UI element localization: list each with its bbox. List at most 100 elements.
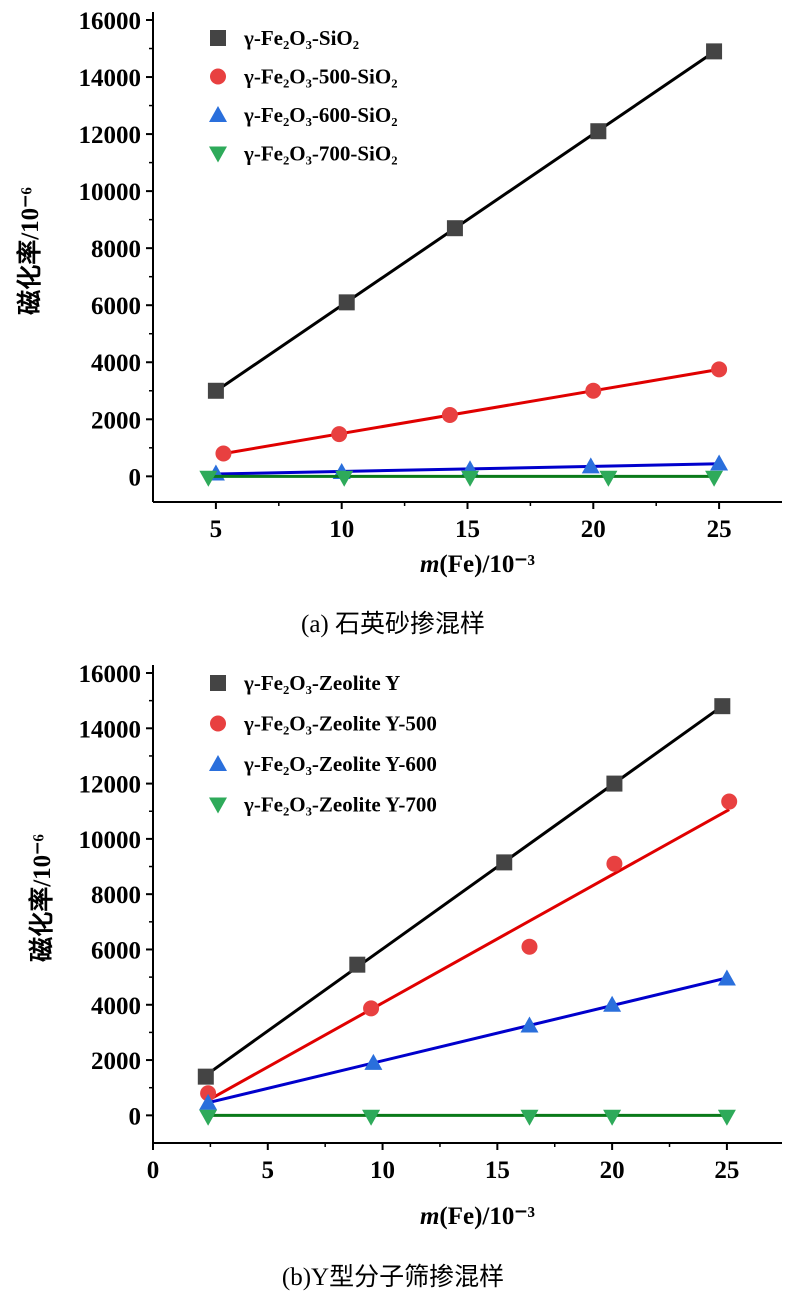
legend-label: γ-Fe₂O₃-SiO₂ (243, 26, 359, 50)
y-tick-label: 2000 (91, 407, 141, 434)
y-tick-label: 0 (129, 1103, 142, 1130)
series-3 (199, 969, 736, 1110)
y-tick-label: 14000 (79, 65, 142, 92)
data-point (705, 470, 724, 487)
data-point (199, 1109, 218, 1126)
x-axis-label: m(Fe)/10⁻³ (420, 551, 535, 578)
legend-label: γ-Fe₂O₃-Zeolite Y-500 (243, 712, 437, 736)
data-point (603, 1109, 622, 1126)
fit-line (207, 976, 728, 1105)
y-tick-label: 6000 (91, 937, 141, 964)
x-tick-label: 20 (600, 1157, 625, 1184)
data-point (606, 855, 623, 872)
data-point (590, 123, 607, 140)
x-tick-label: 15 (455, 516, 480, 543)
y-tick-label: 12000 (79, 772, 142, 799)
data-point (521, 938, 538, 955)
legend-label: γ-Fe₂O₃-Zeolite Y (243, 671, 400, 695)
x-tick-label: 10 (370, 1157, 395, 1184)
x-axis-label: m(Fe)/10⁻³ (420, 1203, 535, 1230)
series-2 (215, 361, 728, 462)
fit-line (223, 367, 720, 456)
data-point (603, 995, 622, 1012)
series-4 (199, 1109, 736, 1126)
series-2 (200, 793, 738, 1102)
data-point (349, 956, 366, 973)
y-tick-label: 8000 (91, 882, 141, 909)
data-point (215, 445, 232, 462)
series-1 (207, 43, 723, 399)
legend-label: γ-Fe₂O₃-Zeolite Y-600 (243, 752, 437, 776)
data-point (461, 470, 480, 487)
data-point (441, 407, 458, 424)
data-point (331, 426, 348, 443)
data-point (581, 457, 600, 474)
y-tick-label: 2000 (91, 1048, 141, 1075)
data-point (520, 1109, 539, 1126)
data-point (363, 1000, 380, 1017)
legend-marker (210, 68, 226, 85)
legend-marker (209, 146, 227, 163)
fit-line (204, 704, 724, 1077)
data-point (338, 294, 355, 311)
x-tick-label: 25 (714, 1157, 739, 1184)
legend-marker (210, 675, 226, 691)
data-point (717, 1109, 736, 1126)
y-tick-label: 12000 (79, 122, 142, 149)
x-axis-label-italic: m (420, 551, 439, 578)
x-tick-label: 10 (329, 516, 354, 543)
data-point (496, 854, 513, 871)
x-axis-label-italic: m (420, 1203, 439, 1230)
y-tick-label: 10000 (79, 827, 142, 854)
legend-marker (209, 797, 227, 814)
legend-label: γ-Fe₂O₃-700-SiO₂ (243, 142, 398, 166)
data-point (717, 969, 736, 986)
y-axis-label: 磁化率/10⁻⁶ (15, 187, 44, 315)
data-point (197, 1068, 214, 1085)
chart-b: 0 2000 4000 6000 8000 10000 12000 14000 16000 0 5 1… (27, 661, 782, 1291)
x-tick-label: 0 (147, 1157, 160, 1184)
fit-line (207, 808, 730, 1102)
legend-marker (210, 715, 226, 732)
legend-label: γ-Fe₂O₃-600-SiO₂ (243, 103, 398, 127)
chart-a: 0 2000 4000 6000 8000 10000 12000 14000 16000 5 10… (15, 8, 782, 638)
data-point (520, 1016, 539, 1033)
legend-label: γ-Fe₂O₃-500-SiO₂ (243, 65, 398, 89)
x-tick-label: 15 (485, 1157, 510, 1184)
x-tick-label: 5 (262, 1157, 275, 1184)
data-point (710, 454, 729, 471)
y-tick-label: 8000 (91, 236, 141, 263)
legend-marker (210, 30, 226, 46)
x-tick-label: 20 (581, 516, 606, 543)
y-tick-label: 14000 (79, 716, 142, 743)
data-point (606, 775, 623, 792)
data-point (200, 1085, 217, 1102)
y-tick-label: 4000 (91, 993, 141, 1020)
x-tick-label: 25 (707, 516, 732, 543)
data-point (199, 1093, 218, 1110)
figure-caption: (b)Y型分子筛掺混样 (282, 1263, 504, 1291)
series-4 (199, 470, 724, 487)
data-point (335, 470, 354, 487)
data-point (364, 1053, 383, 1070)
data-point (199, 470, 218, 487)
y-tick-label: 4000 (91, 350, 141, 377)
y-axis-label: 磁化率/10⁻⁶ (27, 834, 56, 962)
y-tick-label: 0 (129, 464, 142, 491)
series-1 (197, 698, 731, 1085)
y-tick-label: 10000 (79, 179, 142, 206)
data-point (446, 220, 463, 237)
data-point (721, 793, 738, 810)
x-tick-label: 5 (210, 516, 223, 543)
legend-label: γ-Fe₂O₃-Zeolite Y-700 (243, 793, 437, 817)
data-point (706, 43, 723, 60)
y-tick-label: 6000 (91, 293, 141, 320)
x-axis-label-rest: (Fe)/10⁻³ (439, 1203, 535, 1230)
x-axis-label-rest: (Fe)/10⁻³ (439, 551, 535, 578)
y-tick-label: 16000 (79, 8, 142, 35)
legend-marker (209, 106, 227, 122)
data-point (207, 382, 224, 399)
fit-line (215, 50, 715, 393)
y-tick-label: 16000 (79, 661, 142, 688)
data-point (714, 698, 731, 715)
